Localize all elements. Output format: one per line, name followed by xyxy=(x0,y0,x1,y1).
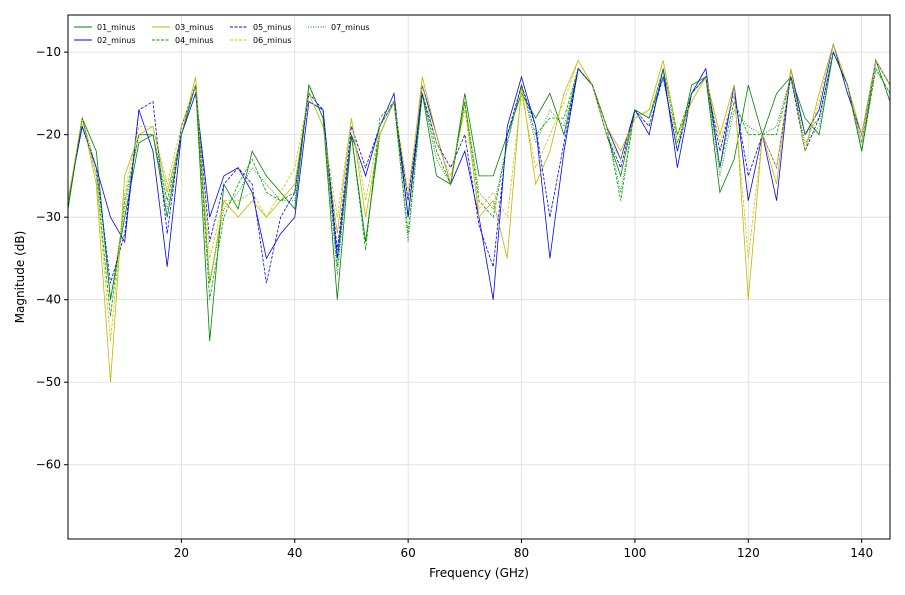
series-line-06_minus xyxy=(68,42,890,342)
legend-label-01_minus: 01_minus xyxy=(97,23,136,32)
legend: 01_minus 02_minus 03_minus 04_minus 05_minus… xyxy=(74,23,370,45)
x-tick-label: 60 xyxy=(400,546,415,560)
plot-frame xyxy=(67,14,891,540)
legend-label-04_minus: 04_minus xyxy=(175,36,214,45)
legend-label-03_minus: 03_minus xyxy=(175,23,214,32)
axis-ticks: 20 40 60 80 100 120 140 −60 −50 −40 −30 −20 −10 xyxy=(36,45,873,560)
x-tick-label: 40 xyxy=(287,546,302,560)
y-tick-label: −30 xyxy=(36,210,61,224)
y-tick-label: −10 xyxy=(36,45,61,59)
legend-label-06_minus: 06_minus xyxy=(253,36,292,45)
series-line-01_minus xyxy=(68,50,890,342)
x-tick-label: 120 xyxy=(737,546,760,560)
y-tick-label: −60 xyxy=(36,458,61,472)
series-lines xyxy=(68,42,890,383)
y-tick-label: −20 xyxy=(36,128,61,142)
x-axis-label: Frequency (GHz) xyxy=(429,566,529,580)
series-line-07_minus xyxy=(68,50,890,300)
y-tick-label: −50 xyxy=(36,375,61,389)
x-tick-label: 20 xyxy=(174,546,189,560)
y-tick-label: −40 xyxy=(36,293,61,307)
legend-label-05_minus: 05_minus xyxy=(253,23,292,32)
series-line-04_minus xyxy=(68,50,890,317)
x-tick-label: 80 xyxy=(514,546,529,560)
y-axis-label: Magnitude (dB) xyxy=(13,231,27,324)
x-tick-label: 100 xyxy=(623,546,646,560)
series-line-05_minus xyxy=(68,50,890,284)
legend-label-02_minus: 02_minus xyxy=(97,36,136,45)
legend-label-07_minus: 07_minus xyxy=(331,23,370,32)
x-tick-label: 140 xyxy=(850,546,873,560)
